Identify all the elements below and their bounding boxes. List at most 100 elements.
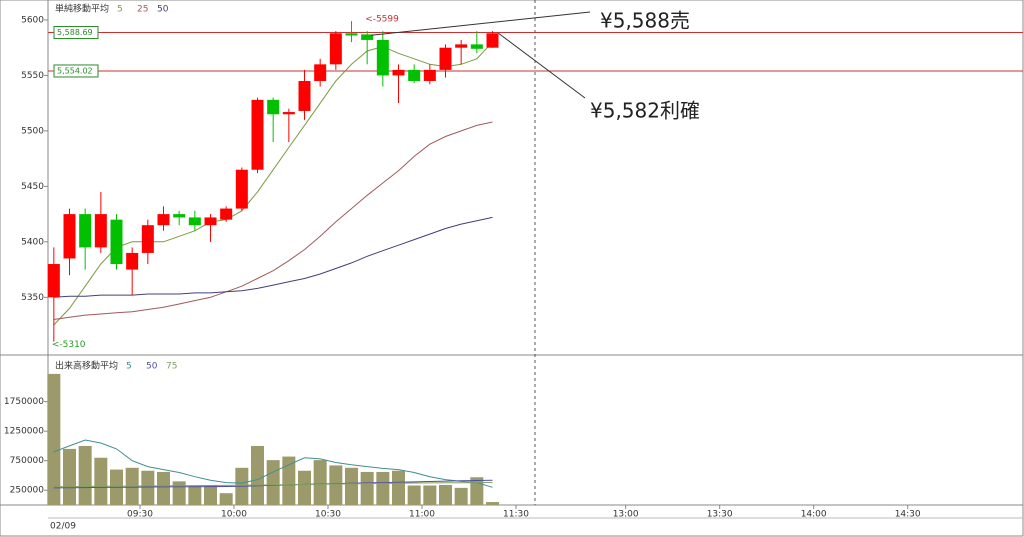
volume-bar: [360, 471, 374, 505]
volume-bar: [188, 485, 202, 505]
candle-body: [298, 80, 311, 111]
candle-body: [220, 208, 233, 220]
extreme-label: <-5599: [365, 15, 399, 25]
volume-bar: [47, 373, 61, 505]
volume-bar: [392, 470, 405, 505]
candle-body: [345, 33, 358, 36]
volume-bar: [423, 485, 437, 505]
moving-average-line: [53, 41, 493, 326]
candle-body: [235, 169, 248, 209]
volume-bar: [94, 457, 108, 505]
candle-body: [110, 219, 123, 265]
candle-body: [455, 44, 468, 48]
volume-bar: [298, 470, 311, 505]
annotation-leader: [498, 32, 586, 99]
candle-body: [47, 264, 60, 298]
legend-entry: 5: [126, 362, 132, 372]
candle-body: [204, 217, 217, 226]
candle-body: [141, 225, 154, 253]
candle-body: [470, 44, 483, 49]
x-tick-label: 11:00: [409, 510, 435, 520]
price-tag-label: 5,554.02: [57, 66, 93, 75]
price-tag-label: 5,588.69: [57, 28, 93, 37]
y-tick-label: 1250000: [4, 427, 44, 437]
legend-entry: 50: [157, 5, 169, 15]
volume-bar: [157, 471, 170, 505]
candle-body: [439, 47, 452, 70]
volume-bar: [313, 460, 327, 505]
ma-legend-title: 単純移動平均: [55, 3, 109, 15]
moving-average-line: [53, 216, 493, 298]
legend-entry: 75: [166, 362, 177, 372]
volume-bar: [78, 445, 92, 505]
legend-entry: 50: [146, 362, 158, 372]
volume-bar: [407, 485, 421, 505]
x-tick-label: 13:00: [613, 510, 639, 520]
y-tick-label: 5400: [21, 237, 44, 247]
candle-body: [63, 214, 76, 259]
volume-bar: [454, 487, 468, 505]
moving-average-line: [53, 439, 493, 488]
x-tick-label: 09:30: [127, 510, 153, 520]
candle-body: [423, 69, 436, 81]
x-tick-label: 14:30: [895, 510, 921, 520]
legend-entry: 25: [137, 5, 148, 15]
volume-ma-legend-title: 出来高移動平均: [55, 360, 118, 372]
volume-bar: [63, 448, 76, 505]
annotation: ¥5,582利確: [590, 99, 700, 123]
moving-average-line: [53, 121, 493, 320]
candle-body: [282, 112, 295, 115]
candle-body: [188, 217, 201, 226]
volume-bar: [345, 467, 358, 505]
x-tick-label: 14:00: [801, 510, 827, 520]
candle-body: [314, 64, 327, 81]
candle-body: [251, 99, 264, 170]
candle-body: [361, 34, 374, 40]
volume-bar: [204, 485, 217, 505]
candle-body: [94, 214, 107, 248]
volume-bar: [172, 481, 186, 505]
annotation: ¥5,588売: [600, 9, 690, 33]
volume-bar: [251, 445, 264, 505]
volume-bar: [376, 471, 390, 505]
x-tick-label: 11:30: [503, 510, 529, 520]
y-tick-label: 1750000: [4, 397, 44, 407]
volume-bar: [266, 460, 280, 505]
volume-bar: [329, 465, 343, 505]
candle-body: [376, 39, 389, 76]
annotation-leader: [371, 11, 591, 36]
candle-body: [126, 252, 139, 270]
y-tick-label: 5500: [21, 126, 44, 136]
y-tick-label: 5550: [21, 71, 44, 81]
y-tick-label: 5600: [21, 15, 44, 25]
x-tick-label: 13:30: [707, 510, 733, 520]
moving-average-line: [53, 481, 493, 488]
volume-bar: [141, 470, 155, 505]
extreme-label: <-5310: [52, 340, 86, 350]
candle-body: [408, 69, 421, 81]
legend-entry: 5: [117, 5, 123, 15]
price-tag: [53, 26, 99, 40]
volume-bar: [282, 456, 296, 505]
candle-body: [157, 214, 170, 226]
y-tick-label: 5350: [21, 293, 44, 303]
volume-bar: [219, 493, 233, 505]
volume-bar: [470, 477, 484, 505]
candle-body: [79, 214, 92, 248]
candle-body: [392, 69, 405, 76]
y-tick-label: 750000: [10, 456, 45, 466]
price-tag: [53, 64, 99, 78]
candle-body: [329, 33, 342, 65]
volume-bar: [486, 502, 499, 505]
x-tick-label: 10:00: [221, 510, 247, 520]
volume-bar: [439, 484, 452, 505]
y-tick-label: 250000: [10, 486, 45, 496]
date-label: 02/09: [50, 522, 76, 532]
candle-body: [486, 33, 499, 48]
x-tick-label: 10:30: [315, 510, 341, 520]
candle-body: [173, 214, 186, 218]
candle-body: [267, 99, 280, 115]
y-tick-label: 5450: [21, 182, 44, 192]
